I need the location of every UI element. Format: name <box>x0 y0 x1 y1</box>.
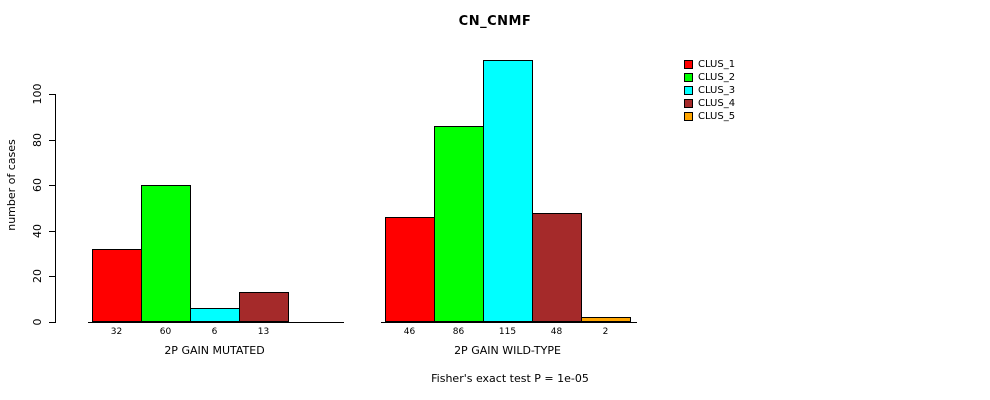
legend-swatch-clus_5 <box>684 112 693 121</box>
bar-clus_4-1 <box>239 292 289 322</box>
legend-item-clus_4: CLUS_4 <box>684 97 774 110</box>
bar-clus_1-1 <box>92 249 142 322</box>
y-tick <box>49 94 55 95</box>
legend-item-clus_3: CLUS_3 <box>684 84 774 97</box>
y-tick <box>49 276 55 277</box>
legend-item-clus_5: CLUS_5 <box>684 110 774 123</box>
legend-label: CLUS_5 <box>698 111 736 122</box>
bar-value-label: 115 <box>498 327 517 337</box>
y-tick <box>49 140 55 141</box>
bar-clus_4-2 <box>532 213 582 322</box>
bar-value-label: 13 <box>257 327 270 337</box>
y-tick-label: 20 <box>31 269 44 283</box>
bar-clus_3-2 <box>483 60 533 322</box>
bar-value-label: 48 <box>550 327 563 337</box>
bar-clus_5-2 <box>581 317 631 322</box>
bar-value-label: 6 <box>211 327 218 337</box>
chart-title: CN_CNMF <box>458 14 532 29</box>
legend-label: CLUS_4 <box>698 98 736 109</box>
y-tick <box>49 185 55 186</box>
legend-label: CLUS_3 <box>698 85 736 96</box>
bar-clus_2-2 <box>434 126 484 322</box>
y-tick-label: 0 <box>31 318 44 326</box>
bar-value-label: 46 <box>403 327 416 337</box>
bar-value-label: 2 <box>602 327 609 337</box>
legend-item-clus_1: CLUS_1 <box>684 58 774 71</box>
footer-note: Fisher's exact test P = 1e-05 <box>431 372 589 385</box>
bar-value-label: 60 <box>159 327 172 337</box>
legend-swatch-clus_2 <box>684 73 693 82</box>
x-axis-line <box>88 322 344 323</box>
legend-label: CLUS_2 <box>698 72 736 83</box>
bar-value-label: 86 <box>452 327 465 337</box>
y-tick-label: 60 <box>31 178 44 192</box>
bar-clus_1-2 <box>385 217 435 322</box>
bar-value-label: 32 <box>110 327 123 337</box>
x-category-label: 2P GAIN WILD-TYPE <box>454 344 561 357</box>
bar-clus_2-1 <box>141 185 191 322</box>
y-tick <box>49 322 55 323</box>
bar-clus_3-1 <box>190 308 240 322</box>
y-tick-label: 80 <box>31 133 44 147</box>
legend-item-clus_2: CLUS_2 <box>684 71 774 84</box>
legend-swatch-clus_1 <box>684 60 693 69</box>
y-tick-label: 40 <box>31 224 44 238</box>
x-axis-line <box>381 322 637 323</box>
legend-swatch-clus_4 <box>684 99 693 108</box>
y-axis-line <box>55 94 56 323</box>
legend-swatch-clus_3 <box>684 86 693 95</box>
legend-label: CLUS_1 <box>698 59 736 70</box>
x-category-label: 2P GAIN MUTATED <box>164 344 265 357</box>
y-tick-label: 100 <box>31 83 44 105</box>
y-tick <box>49 231 55 232</box>
